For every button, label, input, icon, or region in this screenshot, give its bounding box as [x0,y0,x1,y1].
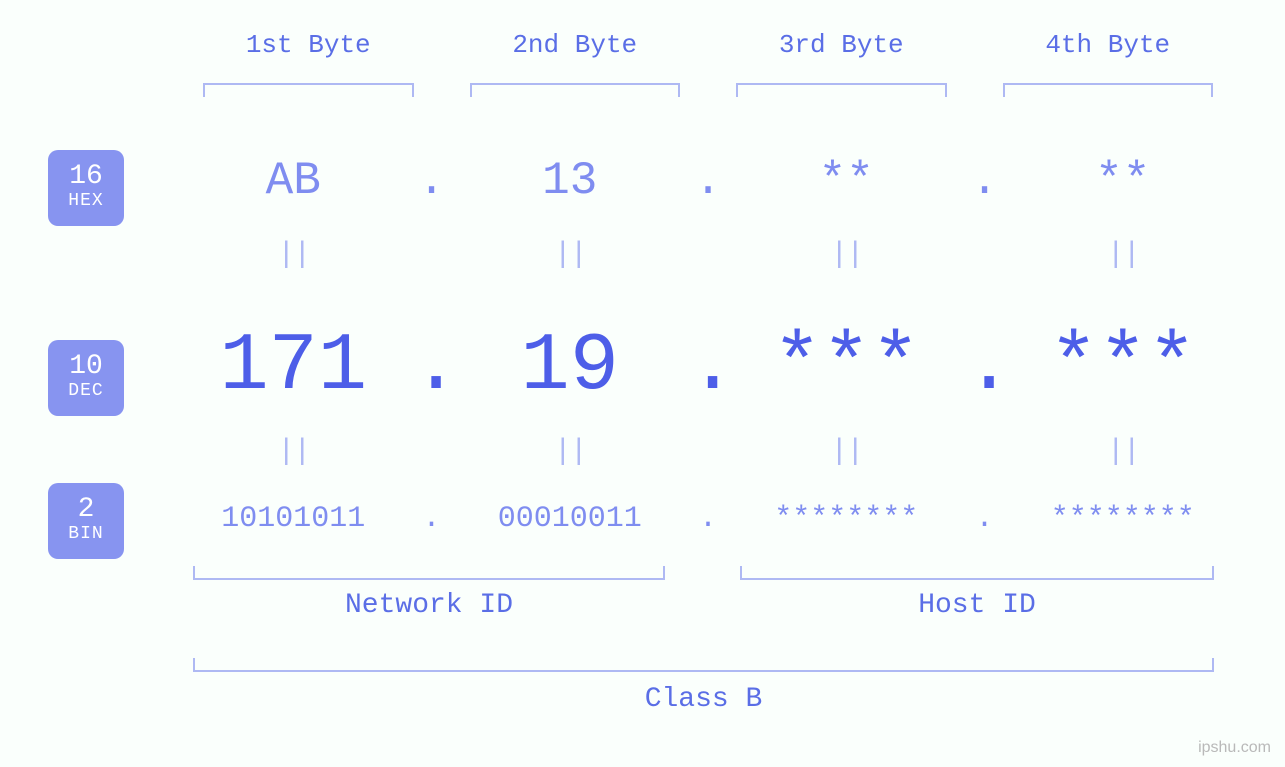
bin-byte-4: ******** [1005,502,1242,536]
byte-header-2: 2nd Byte [442,30,709,60]
label-host-id: Host ID [740,590,1214,621]
base-badge-bin: 2 BIN [48,483,124,559]
dec-dot-2: . [688,320,728,413]
eq1-3: || [728,238,965,272]
byte-header-4: 4th Byte [975,30,1242,60]
hex-dot-3: . [965,155,1005,207]
hex-dot-2: . [688,155,728,207]
base-num-dec: 10 [69,353,103,381]
eq2-3: || [728,435,965,469]
dec-byte-4: *** [1005,320,1242,413]
byte-header-1: 1st Byte [175,30,442,60]
equals-row-2: || || || || [175,435,1241,469]
watermark: ipshu.com [1198,739,1271,757]
label-network-id: Network ID [193,590,665,621]
bracket-class [193,650,1214,672]
dec-byte-1: 171 [175,320,412,413]
bin-row: 10101011 . 00010011 . ******** . *******… [175,502,1241,536]
hex-byte-2: 13 [452,155,689,207]
base-label-hex: HEX [68,191,103,213]
eq2-4: || [1005,435,1242,469]
base-badge-dec: 10 DEC [48,340,124,416]
dec-dot-1: . [412,320,452,413]
eq1-4: || [1005,238,1242,272]
base-num-bin: 2 [78,496,95,524]
top-brackets [175,75,1241,99]
eq1-2: || [452,238,689,272]
eq1-1: || [175,238,412,272]
hex-byte-4: ** [1005,155,1242,207]
equals-row-1: || || || || [175,238,1241,272]
bracket-byte-4 [1003,75,1214,99]
bin-dot-1: . [412,502,452,536]
base-num-hex: 16 [69,163,103,191]
byte-header-3: 3rd Byte [708,30,975,60]
bracket-byte-3 [736,75,947,99]
dec-row: 171 . 19 . *** . *** [175,320,1241,413]
byte-headers-row: 1st Byte 2nd Byte 3rd Byte 4th Byte [175,30,1241,60]
bin-dot-2: . [688,502,728,536]
bracket-byte-1 [203,75,414,99]
base-badge-hex: 16 HEX [48,150,124,226]
dec-byte-3: *** [728,320,965,413]
dec-dot-3: . [965,320,1005,413]
bracket-network-id [193,558,665,580]
label-class: Class B [193,684,1214,715]
ip-bytes-diagram: 1st Byte 2nd Byte 3rd Byte 4th Byte 16 H… [0,0,1285,767]
dec-byte-2: 19 [452,320,689,413]
bracket-host-id [740,558,1214,580]
eq2-1: || [175,435,412,469]
hex-byte-3: ** [728,155,965,207]
bin-byte-1: 10101011 [175,502,412,536]
base-label-dec: DEC [68,381,103,403]
bracket-byte-2 [470,75,681,99]
bin-byte-2: 00010011 [452,502,689,536]
eq2-2: || [452,435,689,469]
base-label-bin: BIN [68,524,103,546]
hex-dot-1: . [412,155,452,207]
bin-byte-3: ******** [728,502,965,536]
bin-dot-3: . [965,502,1005,536]
hex-byte-1: AB [175,155,412,207]
hex-row: AB . 13 . ** . ** [175,155,1241,207]
